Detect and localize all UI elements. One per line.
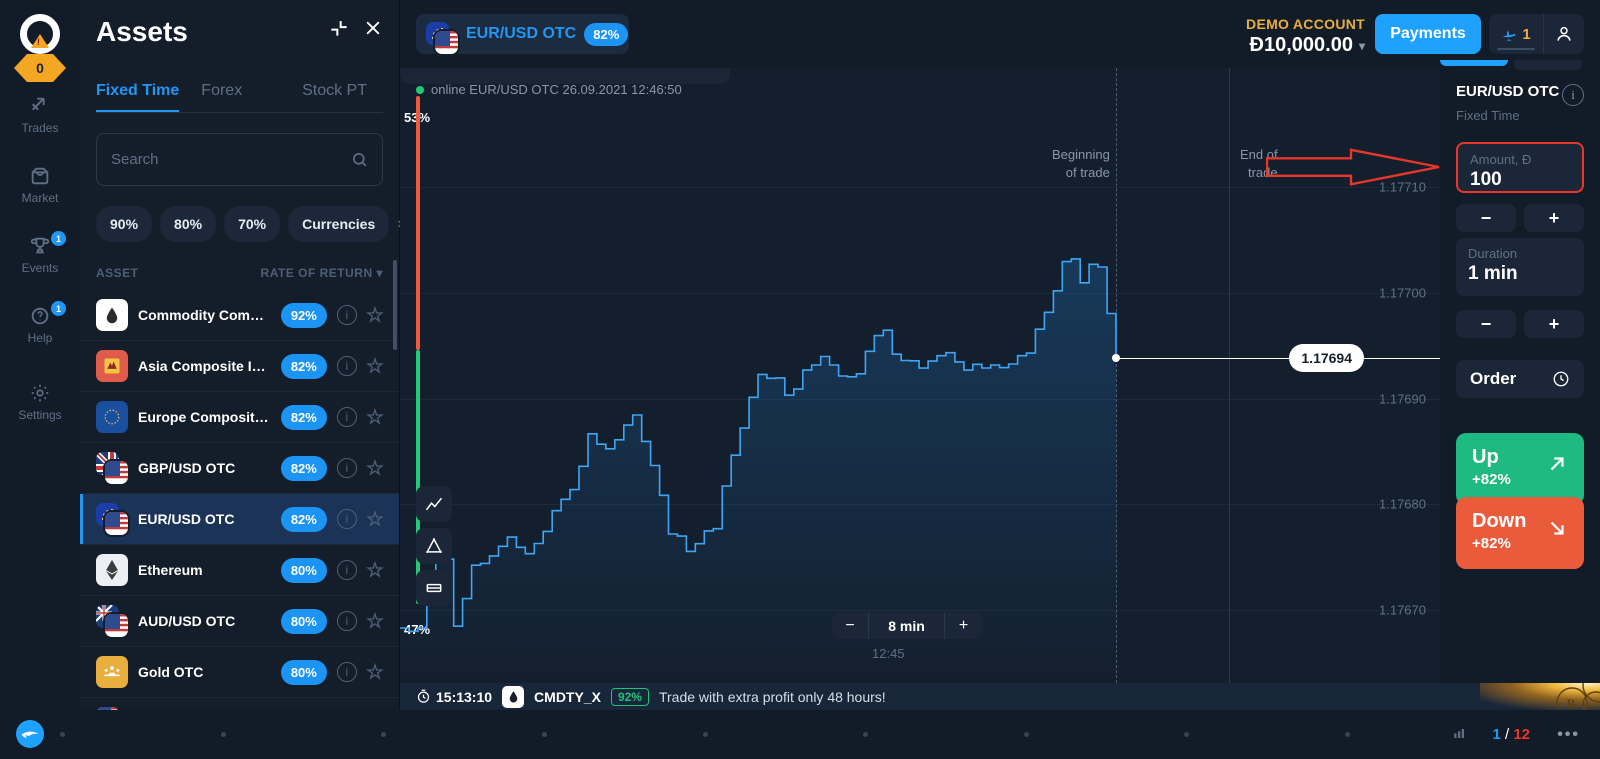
svg-text:B: B	[1567, 696, 1576, 710]
